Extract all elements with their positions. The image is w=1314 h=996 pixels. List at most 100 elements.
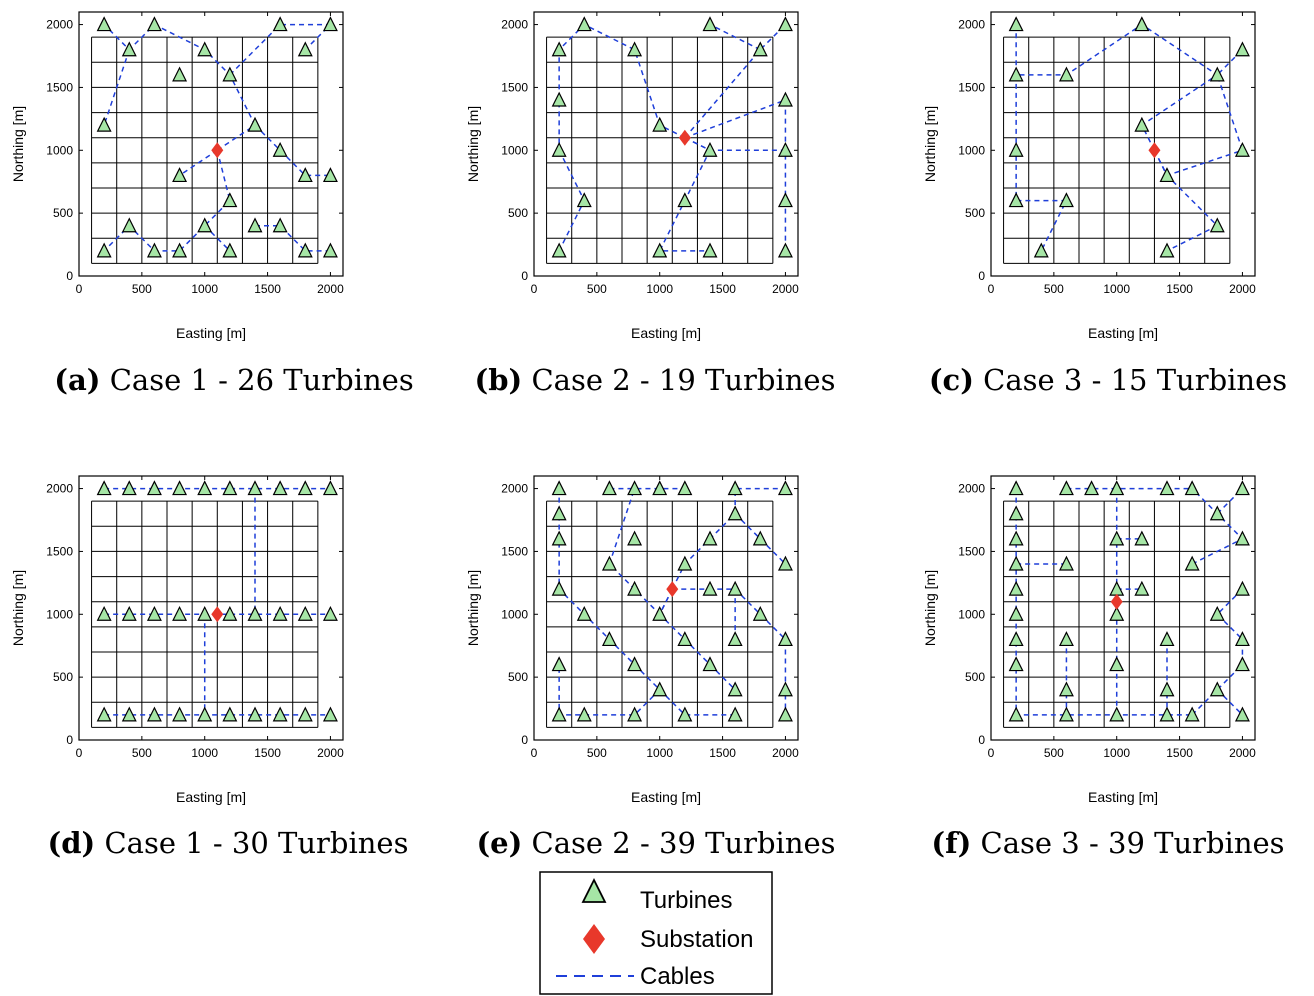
x-axis-label: Easting [m] [1088, 325, 1158, 341]
turbine-marker [297, 41, 313, 57]
turbine-marker [1234, 631, 1250, 647]
turbine-marker [1109, 656, 1125, 672]
y-tick-label: 0 [521, 733, 528, 747]
x-tick-label: 500 [587, 282, 607, 296]
y-tick-label: 500 [508, 206, 528, 220]
turbine-marker [1008, 580, 1024, 596]
turbine-marker [172, 605, 188, 621]
legend-turbine-icon [581, 877, 607, 903]
turbine-marker [777, 706, 793, 722]
turbine-marker [1109, 480, 1125, 496]
subplot-caption: (a) Case 1 - 26 Turbines [54, 363, 413, 397]
turbine-marker [1234, 141, 1250, 157]
substation-marker [211, 142, 224, 159]
axes-frame [990, 475, 1256, 741]
x-tick-label: 1500 [1166, 746, 1193, 760]
x-tick-label: 0 [531, 282, 538, 296]
turbine-marker [1058, 706, 1074, 722]
turbine-marker [1234, 480, 1250, 496]
turbine-marker [752, 605, 768, 621]
turbine-marker [322, 242, 338, 258]
y-axis-label: Northing [m] [922, 570, 938, 646]
turbine-marker [121, 41, 137, 57]
x-axis-label: Easting [m] [1088, 789, 1158, 805]
turbine-marker [322, 480, 338, 496]
turbine-marker [1058, 631, 1074, 647]
y-axis-label: Northing [m] [10, 570, 26, 646]
turbine-marker [222, 242, 238, 258]
turbine-marker [1234, 530, 1250, 546]
cable-line [558, 488, 661, 691]
cable-line [671, 487, 786, 590]
turbine-marker [1134, 116, 1150, 132]
turbine-marker [777, 192, 793, 208]
turbine-marker [96, 242, 112, 258]
y-tick-label: 500 [53, 670, 73, 684]
y-tick-label: 1500 [501, 544, 528, 558]
y-tick-label: 500 [965, 206, 985, 220]
turbine-marker [777, 91, 793, 107]
turbine-marker [96, 605, 112, 621]
subplot-f: 0 500 1000 1500 2000 0 500 1000 1500 2000 Easting… [922, 475, 1285, 860]
turbine-marker [652, 681, 668, 697]
turbine-marker [777, 555, 793, 571]
turbine-marker [121, 605, 137, 621]
cable-line [709, 23, 761, 51]
turbine-marker [702, 580, 718, 596]
turbine-marker [727, 580, 743, 596]
y-tick-label: 1500 [501, 80, 528, 94]
turbine-marker [1234, 656, 1250, 672]
cable-line [179, 149, 218, 177]
turbine-marker [777, 141, 793, 157]
y-axis-label: Northing [m] [465, 106, 481, 182]
x-tick-label: 0 [988, 746, 995, 760]
turbine-marker [1008, 66, 1024, 82]
turbine-marker [222, 66, 238, 82]
cable-line [684, 98, 787, 251]
turbine-marker [1134, 580, 1150, 596]
turbine-marker [322, 605, 338, 621]
x-tick-label: 1000 [1103, 282, 1130, 296]
turbine-marker [197, 605, 213, 621]
cable-line [204, 225, 231, 252]
turbine-marker [627, 706, 643, 722]
turbine-marker [652, 116, 668, 132]
x-tick-label: 0 [531, 746, 538, 760]
y-tick-label: 0 [66, 269, 73, 283]
turbine-marker [96, 116, 112, 132]
y-tick-label: 0 [978, 733, 985, 747]
turbine-marker [247, 605, 263, 621]
cable-line [1191, 488, 1244, 565]
cable-line [558, 664, 661, 716]
y-axis-label: Northing [m] [465, 570, 481, 646]
y-tick-label: 2000 [501, 482, 528, 496]
turbine-marker [272, 480, 288, 496]
turbine-marker [1159, 242, 1175, 258]
turbine-marker [1159, 681, 1175, 697]
y-tick-label: 0 [978, 269, 985, 283]
turbine-marker [96, 480, 112, 496]
turbine-marker [727, 681, 743, 697]
turbine-marker [272, 706, 288, 722]
turbine-marker [702, 16, 718, 32]
x-tick-label: 1000 [646, 746, 673, 760]
y-tick-label: 500 [53, 206, 73, 220]
substation-marker [211, 606, 224, 623]
turbine-marker [1058, 192, 1074, 208]
turbine-marker [551, 242, 567, 258]
legend-label-cables: Cables [640, 963, 715, 990]
subplot-b: 0 500 1000 1500 2000 0 500 1000 1500 2000 Easting… [465, 11, 835, 397]
y-tick-label: 1500 [46, 544, 73, 558]
turbine-marker [172, 480, 188, 496]
turbine-marker [121, 706, 137, 722]
turbine-marker [652, 605, 668, 621]
substation-marker [666, 581, 679, 598]
turbine-marker [247, 480, 263, 496]
turbine-marker [652, 480, 668, 496]
y-tick-label: 0 [521, 269, 528, 283]
x-tick-label: 1000 [1103, 746, 1130, 760]
turbine-marker [627, 480, 643, 496]
turbine-marker [197, 480, 213, 496]
turbine-marker [551, 656, 567, 672]
x-tick-label: 1500 [254, 746, 281, 760]
